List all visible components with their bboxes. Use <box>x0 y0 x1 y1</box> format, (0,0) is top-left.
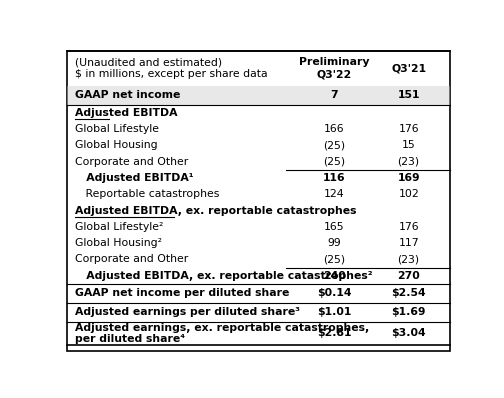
Text: Preliminary
Q3'22: Preliminary Q3'22 <box>299 57 370 79</box>
Text: 169: 169 <box>397 173 420 183</box>
Text: (25): (25) <box>324 254 346 265</box>
Text: GAAP net income per diluted share: GAAP net income per diluted share <box>75 289 289 298</box>
Text: 165: 165 <box>324 222 345 232</box>
Text: Adjusted EBITDA¹: Adjusted EBITDA¹ <box>75 173 194 183</box>
Text: Corporate and Other: Corporate and Other <box>75 157 188 167</box>
Text: Global Housing: Global Housing <box>75 140 157 150</box>
Text: 166: 166 <box>324 124 345 134</box>
Text: $2.54: $2.54 <box>392 289 426 298</box>
Text: $3.04: $3.04 <box>392 328 426 338</box>
Text: Global Lifestyle: Global Lifestyle <box>75 124 159 134</box>
Text: Q3'21: Q3'21 <box>391 63 426 73</box>
Text: 7: 7 <box>331 90 338 100</box>
Text: 176: 176 <box>398 124 419 134</box>
Text: $1.01: $1.01 <box>318 307 352 317</box>
Text: (23): (23) <box>398 254 420 265</box>
Text: (23): (23) <box>398 157 420 167</box>
Text: 102: 102 <box>398 189 419 199</box>
Text: 99: 99 <box>328 238 341 248</box>
Text: $2.81: $2.81 <box>317 328 352 338</box>
Text: 176: 176 <box>398 222 419 232</box>
Text: 270: 270 <box>397 271 420 281</box>
Text: Corporate and Other: Corporate and Other <box>75 254 188 265</box>
Text: (Unaudited and estimated)
$ in millions, except per share data: (Unaudited and estimated) $ in millions,… <box>75 57 267 79</box>
Text: 15: 15 <box>402 140 416 150</box>
Text: Adjusted EBITDA, ex. reportable catastrophes²: Adjusted EBITDA, ex. reportable catastro… <box>75 271 372 281</box>
Text: (25): (25) <box>324 157 346 167</box>
Text: 116: 116 <box>323 173 346 183</box>
Text: 117: 117 <box>398 238 419 248</box>
Text: Global Housing²: Global Housing² <box>75 238 162 248</box>
Bar <box>67 86 450 105</box>
Text: 124: 124 <box>324 189 345 199</box>
Text: 240: 240 <box>323 271 346 281</box>
Text: Adjusted EBITDA, ex. reportable catastrophes: Adjusted EBITDA, ex. reportable catastro… <box>75 206 356 216</box>
Text: Adjusted earnings per diluted share³: Adjusted earnings per diluted share³ <box>75 307 300 317</box>
Text: GAAP net income: GAAP net income <box>75 90 180 100</box>
Text: $1.69: $1.69 <box>392 307 426 317</box>
Text: Adjusted EBITDA: Adjusted EBITDA <box>75 108 177 118</box>
Text: Adjusted earnings, ex. reportable catastrophes,
per diluted share⁴: Adjusted earnings, ex. reportable catast… <box>75 323 369 344</box>
Text: (25): (25) <box>324 140 346 150</box>
Text: $0.14: $0.14 <box>317 289 352 298</box>
Text: Global Lifestyle²: Global Lifestyle² <box>75 222 163 232</box>
Text: 151: 151 <box>398 90 420 100</box>
Text: Reportable catastrophes: Reportable catastrophes <box>75 189 219 199</box>
